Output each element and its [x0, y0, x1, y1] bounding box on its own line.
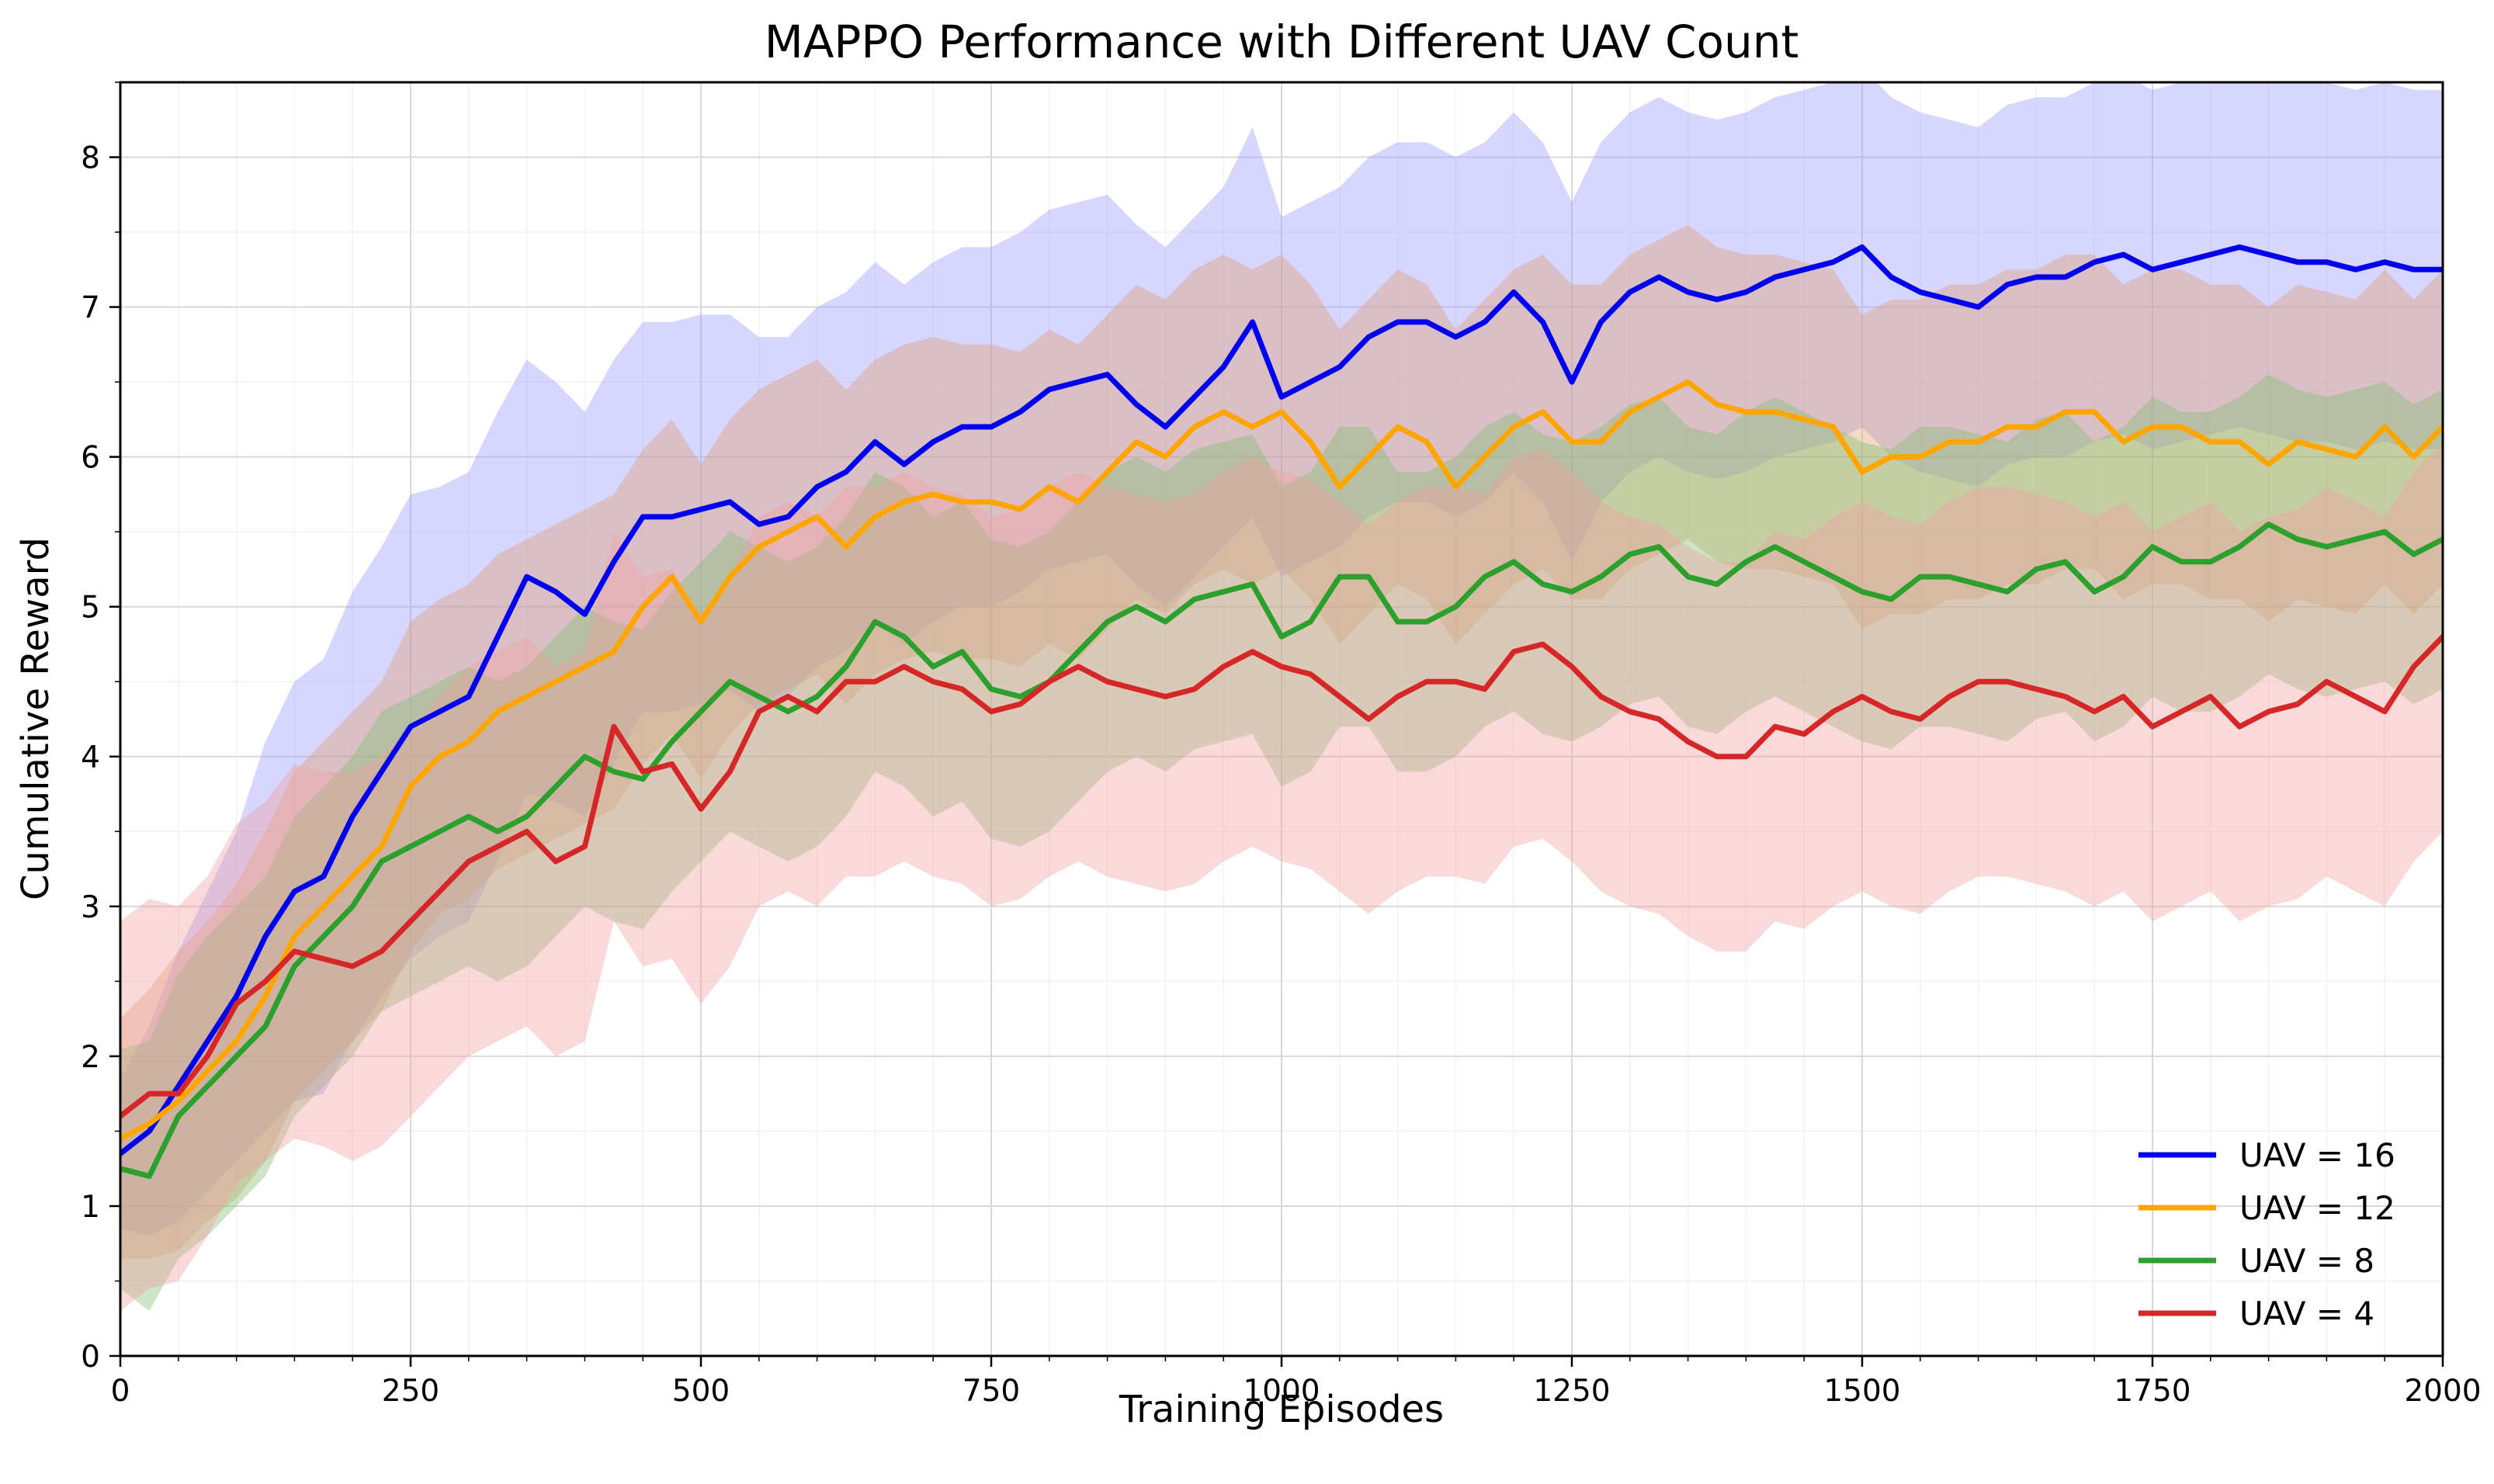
legend-label-1: UAV = 16 [2239, 1136, 2395, 1174]
x-tick-label: 1500 [1823, 1374, 1900, 1409]
line-series-2 [120, 379, 2443, 1142]
x-tick-label: 1000 [1243, 1374, 1320, 1409]
y-tick-label: 1 [81, 1190, 100, 1225]
y-tick-label: 0 [81, 1340, 100, 1375]
band-series-3 [120, 374, 2443, 1312]
y-tick-label: 8 [81, 141, 100, 176]
x-tick-label: 500 [672, 1374, 730, 1409]
x-tick-label: 1750 [2114, 1374, 2190, 1409]
x-tick-label: 2000 [2404, 1374, 2481, 1409]
chart-title: MAPPO Performance with Different UAV Cou… [765, 16, 1799, 68]
y-tick-label: 6 [81, 441, 100, 476]
x-axis-label: Training Episodes [1119, 1388, 1444, 1431]
line-series-1 [120, 244, 2443, 1156]
y-tick-label: 3 [81, 890, 100, 925]
band-series-1 [120, 82, 2443, 1236]
y-tick-label: 4 [81, 740, 100, 775]
y-tick-label: 7 [81, 291, 100, 326]
x-tick-label: 750 [963, 1374, 1020, 1409]
y-tick-label: 5 [81, 591, 100, 626]
confidence-bands [120, 82, 2443, 1312]
grid [120, 81, 2444, 1357]
axis-ticks: 0 250 500 750 1000 1250 1500 1750 2000 0 1 2 3 4 5 6 7 8 [81, 81, 2482, 1409]
x-tick-label: 0 [111, 1374, 130, 1409]
y-axis-label: Cumulative Reward [14, 537, 57, 900]
band-series-2 [120, 224, 2443, 1259]
line-series-3 [120, 522, 2443, 1179]
band-series-4 [120, 442, 2443, 1312]
series-lines [120, 244, 2443, 1179]
x-tick-label: 1250 [1533, 1374, 1610, 1409]
x-tick-label: 250 [382, 1374, 439, 1409]
legend-label-2: UAV = 12 [2239, 1189, 2395, 1227]
legend: UAV = 16 UAV = 12 UAV = 8 UAV = 4 [2138, 1136, 2395, 1333]
line-series-4 [120, 633, 2443, 1119]
legend-label-3: UAV = 8 [2239, 1242, 2374, 1280]
y-tick-label: 2 [81, 1040, 100, 1075]
legend-label-4: UAV = 4 [2239, 1295, 2374, 1333]
